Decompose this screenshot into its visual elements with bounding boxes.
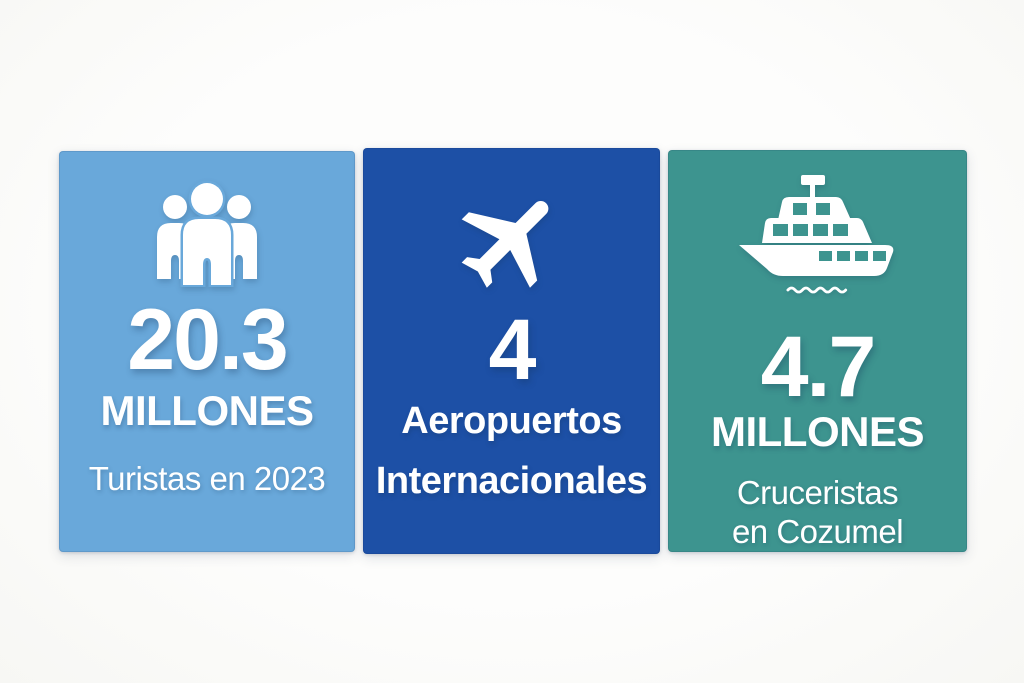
stat-unit: MILLONES: [711, 408, 925, 456]
stat-card-cruise: 4.7 MILLONES Cruceristas en Cozumel: [668, 150, 967, 552]
stat-value: 4.7: [760, 319, 877, 416]
stat-value: 20.3: [127, 292, 288, 388]
stat-caption: Turistas en 2023: [88, 460, 326, 498]
stat-caption-line2: en Cozumel: [731, 513, 904, 551]
stat-card-tourists: 20.3 MILLONES Turistas en 2023: [59, 151, 355, 552]
people-group-icon: [151, 179, 263, 287]
cruise-ship-icon: [737, 175, 899, 280]
stat-caption-line1: Aeropuertos: [401, 400, 622, 442]
stat-caption-line1: Cruceristas: [736, 474, 899, 512]
stat-caption: Cruceristas en Cozumel: [731, 474, 904, 552]
stat-value: 4: [488, 302, 537, 398]
water-wave-icon: [785, 286, 847, 294]
stat-unit: MILLONES: [100, 387, 315, 434]
airplane-icon: [451, 181, 573, 301]
stat-caption-line2: Internacionales: [375, 459, 648, 502]
stat-card-airports: 4 Aeropuertos Internacionales: [363, 148, 660, 554]
